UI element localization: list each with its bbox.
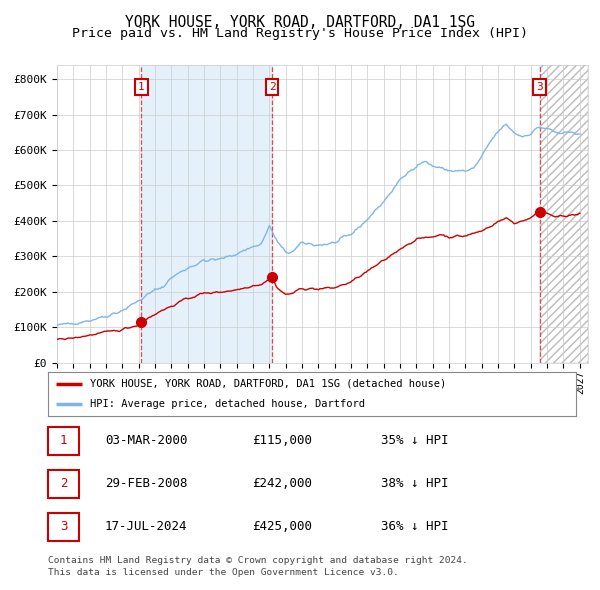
Text: £115,000: £115,000 <box>252 434 312 447</box>
Text: 1: 1 <box>60 434 67 447</box>
Bar <box>539 65 588 363</box>
Text: 1: 1 <box>138 82 145 92</box>
Text: 36% ↓ HPI: 36% ↓ HPI <box>381 520 449 533</box>
Text: 03-MAR-2000: 03-MAR-2000 <box>105 434 187 447</box>
Text: This data is licensed under the Open Government Licence v3.0.: This data is licensed under the Open Gov… <box>48 568 399 576</box>
Text: 17-JUL-2024: 17-JUL-2024 <box>105 520 187 533</box>
Bar <box>142 65 272 363</box>
Text: £425,000: £425,000 <box>252 520 312 533</box>
Text: 35% ↓ HPI: 35% ↓ HPI <box>381 434 449 447</box>
Text: Contains HM Land Registry data © Crown copyright and database right 2024.: Contains HM Land Registry data © Crown c… <box>48 556 468 565</box>
Text: 3: 3 <box>60 520 67 533</box>
Text: HPI: Average price, detached house, Dartford: HPI: Average price, detached house, Dart… <box>90 399 365 409</box>
Text: 29-FEB-2008: 29-FEB-2008 <box>105 477 187 490</box>
Text: 2: 2 <box>269 82 275 92</box>
Text: £242,000: £242,000 <box>252 477 312 490</box>
Text: 3: 3 <box>536 82 543 92</box>
Text: 2: 2 <box>60 477 67 490</box>
Text: 38% ↓ HPI: 38% ↓ HPI <box>381 477 449 490</box>
Text: Price paid vs. HM Land Registry's House Price Index (HPI): Price paid vs. HM Land Registry's House … <box>72 27 528 40</box>
Text: YORK HOUSE, YORK ROAD, DARTFORD, DA1 1SG: YORK HOUSE, YORK ROAD, DARTFORD, DA1 1SG <box>125 15 475 30</box>
Text: YORK HOUSE, YORK ROAD, DARTFORD, DA1 1SG (detached house): YORK HOUSE, YORK ROAD, DARTFORD, DA1 1SG… <box>90 379 446 389</box>
